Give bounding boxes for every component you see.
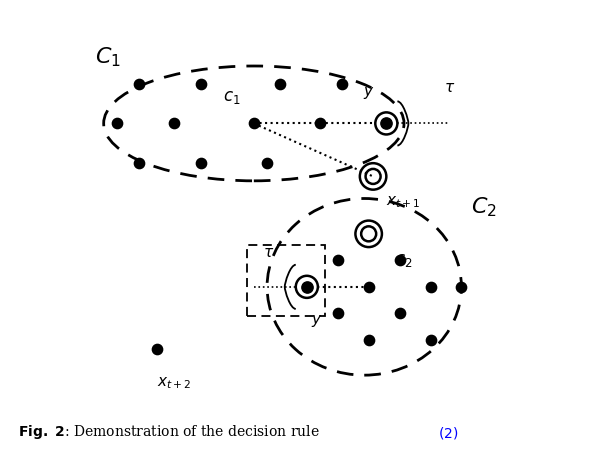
Point (152, 345, 162, 352)
Text: $C_1$: $C_1$ (95, 45, 121, 69)
Point (395, 310, 404, 317)
Text: $C_2$: $C_2$ (471, 196, 496, 219)
Text: $x_{t+1}$: $x_{t+1}$ (386, 194, 421, 210)
Point (275, 80, 285, 87)
Point (249, 120, 259, 127)
Point (196, 160, 206, 167)
Point (112, 120, 122, 127)
Point (381, 120, 391, 127)
Point (196, 80, 206, 87)
Point (337, 80, 347, 87)
Point (333, 257, 343, 264)
Text: $\tau$: $\tau$ (444, 81, 455, 94)
Text: $\mathbf{Fig.\ 2}$: Demonstration of the decision rule: $\mathbf{Fig.\ 2}$: Demonstration of the… (18, 423, 320, 441)
Point (426, 283, 435, 290)
Bar (247, 245, 324, 315)
Text: $(2)$: $(2)$ (438, 425, 458, 441)
Text: $y$: $y$ (311, 313, 323, 329)
Point (134, 160, 144, 167)
Point (364, 336, 374, 343)
Point (364, 283, 374, 290)
Point (426, 336, 435, 343)
Text: $c_1$: $c_1$ (223, 89, 241, 106)
Text: $\tau$: $\tau$ (263, 246, 274, 261)
Point (315, 120, 325, 127)
Point (134, 80, 144, 87)
Text: $y$: $y$ (363, 86, 374, 101)
Point (262, 160, 272, 167)
Text: $x_{t+2}$: $x_{t+2}$ (157, 375, 191, 391)
Point (457, 283, 466, 290)
Point (395, 257, 404, 264)
Point (170, 120, 179, 127)
Point (302, 283, 312, 290)
Point (333, 310, 343, 317)
Text: $c_2$: $c_2$ (395, 252, 412, 269)
